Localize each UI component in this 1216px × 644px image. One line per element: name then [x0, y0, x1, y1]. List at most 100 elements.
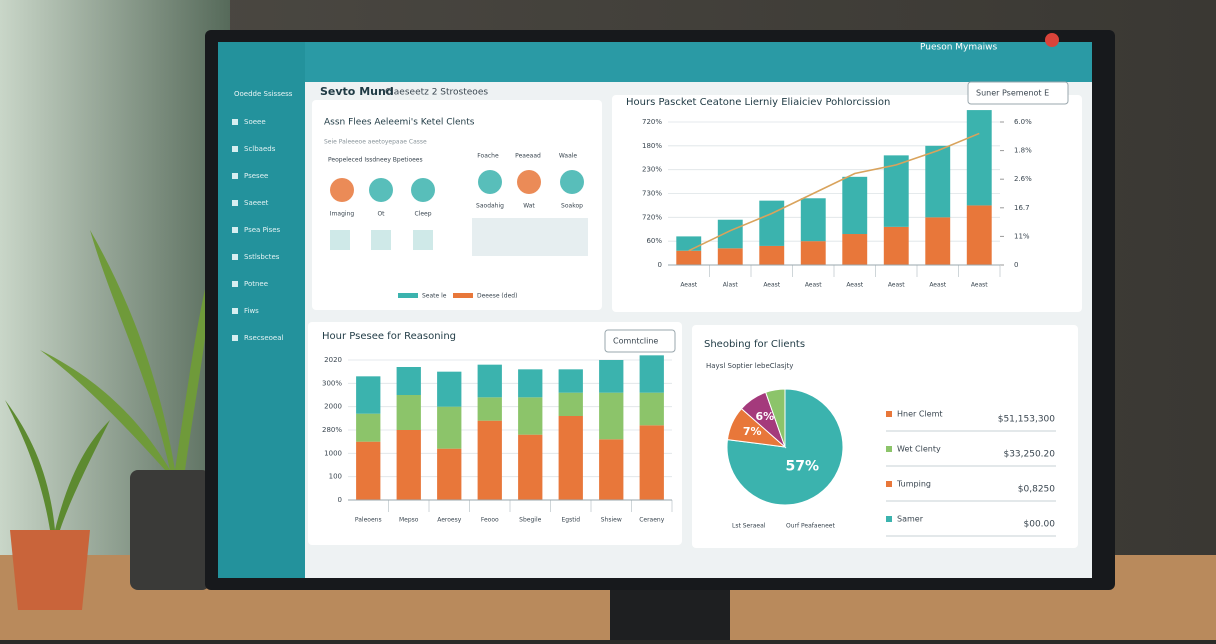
legend-swatch: [886, 446, 892, 452]
bar-segment: [717, 248, 743, 265]
legend-amount: $0,8250: [1018, 485, 1055, 495]
y2-tick-label: 2.6%: [1014, 175, 1032, 183]
bar-segment: [477, 420, 502, 500]
y-tick-label: 180%: [642, 142, 662, 150]
nav-item[interactable]: Sstlsbctes: [244, 253, 280, 261]
dropdown[interactable]: [967, 81, 1069, 105]
x-tick-label: Ceraeny: [639, 517, 665, 524]
nav-item[interactable]: Sclbaeds: [244, 145, 276, 153]
nav-icon[interactable]: [232, 200, 238, 206]
icon-tile: [413, 230, 433, 250]
nav-item[interactable]: Fiws: [244, 307, 259, 315]
nav-item[interactable]: Potnee: [244, 280, 268, 288]
bar-segment: [599, 392, 624, 440]
icon-label: Cleep: [414, 211, 431, 218]
y-tick-label: 100: [329, 473, 342, 481]
bar-segment: [558, 416, 583, 500]
bar-segment: [676, 236, 702, 251]
avatar[interactable]: [1045, 33, 1059, 47]
overview-subtitle: Seie Paleeeoe aeetoyepaae Casse: [324, 139, 427, 146]
legend-label: Seate le: [422, 293, 447, 300]
bar-segment: [396, 430, 421, 500]
icon: [517, 170, 541, 194]
nav-icon[interactable]: [232, 146, 238, 152]
nav-icon[interactable]: [232, 335, 238, 341]
top-bar: [218, 42, 1092, 82]
y2-tick-label: 6.0%: [1014, 118, 1032, 126]
bar-segment: [437, 371, 462, 407]
chart-subtitle: Haysl Soptier lebeClasjty: [706, 362, 793, 370]
nav-icon[interactable]: [232, 254, 238, 260]
y-tick-label: 300%: [322, 379, 342, 387]
nav-item[interactable]: Rsecseoeal: [244, 334, 283, 342]
pie-label: 7%: [743, 425, 762, 438]
bar-segment: [518, 434, 543, 500]
pie-label: 57%: [785, 459, 819, 475]
nav-item[interactable]: Psea Pises: [244, 226, 281, 234]
bar-segment: [676, 250, 702, 265]
overview-title: Assn Flees Aeleemi's Ketel Clents: [324, 118, 475, 128]
icon-label: Saodahig: [476, 203, 504, 210]
y-tick-label: 720%: [642, 213, 662, 221]
mini-table: [472, 218, 588, 256]
x-tick-label: Sbegile: [519, 517, 541, 524]
y2-tick-label: 1.8%: [1014, 147, 1032, 155]
bar-segment: [925, 217, 951, 265]
pie-slice: [765, 388, 786, 448]
bar-segment: [966, 205, 992, 265]
nav-icon[interactable]: [232, 227, 238, 233]
column-head: Waale: [559, 153, 578, 160]
y2-tick-label: 16.7: [1014, 204, 1030, 212]
legend-amount: $51,153,300: [998, 415, 1056, 425]
bar-segment: [437, 406, 462, 449]
x-tick-label: Paleoens: [355, 517, 382, 524]
chart-title: Hours Pascket Ceatone Lierniy Eliaiciev …: [626, 97, 890, 108]
logo: Ooedde Ssissess: [234, 90, 293, 98]
nav-item[interactable]: Soeee: [244, 118, 266, 126]
x-tick-label: Aeast: [763, 282, 780, 289]
icon-label: Imaging: [330, 211, 355, 218]
y-tick-label: 720%: [642, 118, 662, 126]
bar-segment: [800, 241, 826, 265]
panel-overview: [312, 100, 602, 310]
bar-segment: [639, 392, 664, 426]
nav-icon[interactable]: [232, 173, 238, 179]
x-tick-label: Aeast: [846, 282, 863, 289]
icon-tile: [371, 230, 391, 250]
bar-segment: [800, 198, 826, 242]
nav-item[interactable]: Psesee: [244, 172, 268, 180]
plant: [5, 230, 215, 610]
bar-segment: [842, 176, 868, 235]
y-tick-label: 230%: [642, 166, 662, 174]
dropdown-label[interactable]: Comntcline: [613, 337, 658, 346]
icon-label: Soakop: [561, 203, 583, 210]
bar-segment: [599, 439, 624, 500]
app-name: Sevto Mund: [320, 85, 394, 98]
pie-slice: [726, 388, 844, 506]
x-tick-label: Egstid: [561, 517, 580, 524]
column-head: Foache: [477, 153, 499, 160]
nav-icon[interactable]: [232, 308, 238, 314]
x-tick-label: Aeast: [680, 282, 697, 289]
icon: [330, 178, 354, 202]
pie-footer: Ourf Peafaeneet: [786, 523, 835, 530]
y2-tick-label: 11%: [1014, 232, 1030, 240]
nav-icon[interactable]: [232, 281, 238, 287]
y-tick-label: 2000: [324, 403, 342, 411]
bar-segment: [925, 145, 951, 218]
dropdown[interactable]: [604, 329, 676, 353]
legend-name: Hner Clemt: [897, 410, 943, 419]
x-tick-label: Feooo: [481, 517, 499, 524]
dropdown-label[interactable]: Suner Psemenot E: [976, 89, 1049, 98]
nav-item[interactable]: Saeeet: [244, 199, 269, 207]
y-tick-label: 2020: [324, 356, 342, 364]
chart-title: Sheobing for Clients: [704, 339, 805, 350]
bar-segment: [759, 200, 785, 246]
nav-icon[interactable]: [232, 119, 238, 125]
bar-segment: [437, 448, 462, 500]
x-tick-label: Aeast: [971, 282, 988, 289]
icon-tile: [330, 230, 350, 250]
icon-label: Wat: [523, 203, 535, 210]
breadcrumb: Claeseetz 2 Strosteoes: [385, 88, 488, 98]
